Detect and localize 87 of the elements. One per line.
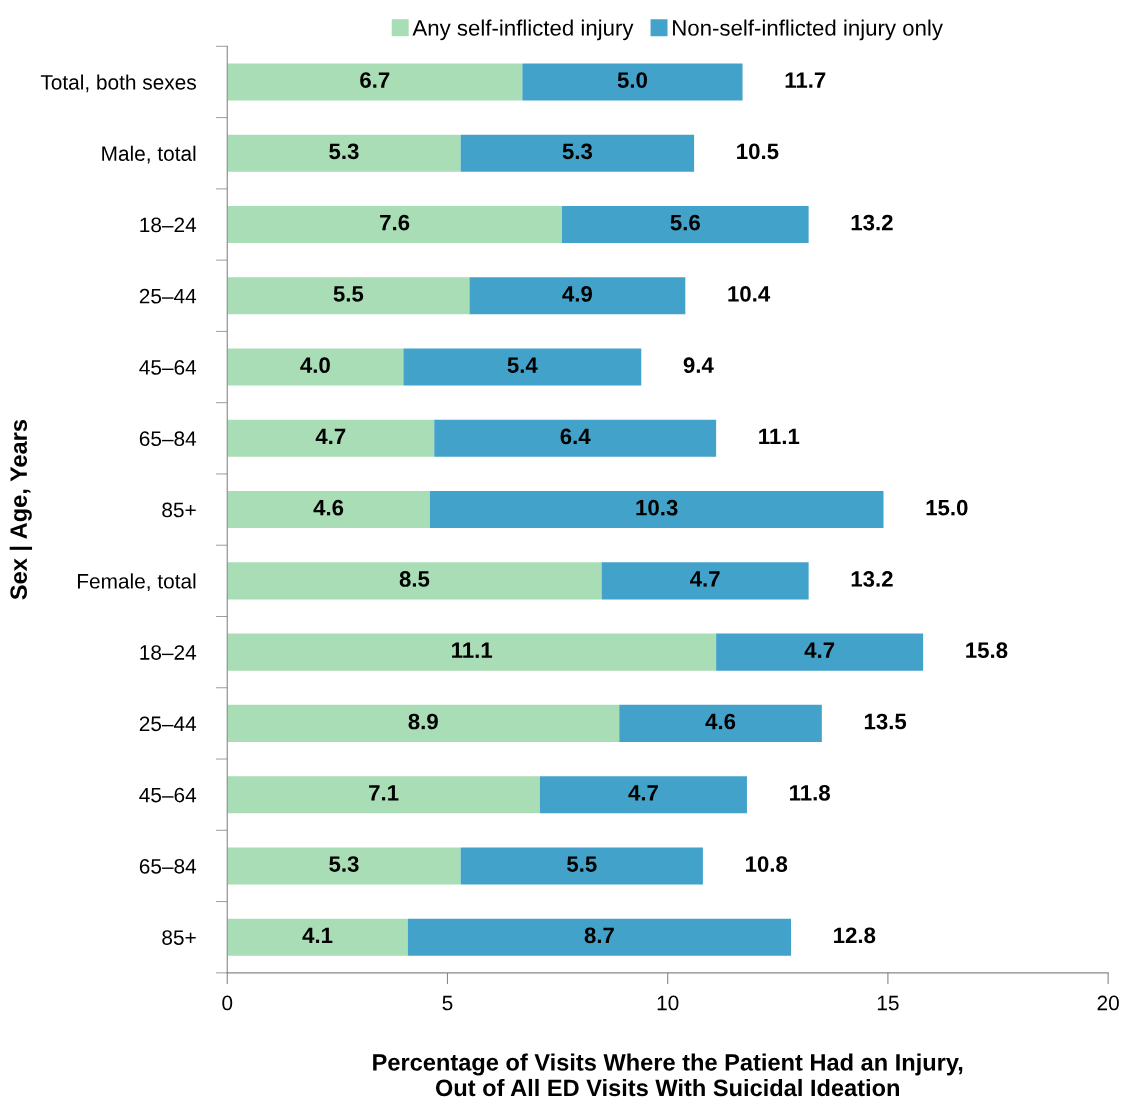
y-tick-label: 85+ bbox=[162, 502, 196, 518]
data-label: 5.3 bbox=[329, 856, 359, 872]
data-label: 4.9 bbox=[562, 286, 593, 302]
bar bbox=[227, 918, 408, 956]
data-label: 5.0 bbox=[617, 72, 647, 88]
y-axis-title: Sex | Age, Years bbox=[9, 419, 33, 600]
data-label: 4.7 bbox=[690, 571, 720, 587]
bar bbox=[716, 633, 924, 671]
data-label: 5.5 bbox=[333, 286, 364, 302]
y-tick-label: 65–84 bbox=[139, 431, 197, 447]
data-label: 11.1 bbox=[452, 642, 493, 658]
total-label: 10.8 bbox=[745, 856, 788, 872]
y-tick-label: 65–84 bbox=[139, 858, 197, 874]
total-label: 13.2 bbox=[851, 571, 893, 587]
x-tick-label: 20 bbox=[1097, 995, 1119, 1011]
data-label: 7.1 bbox=[369, 785, 399, 801]
bar bbox=[227, 419, 435, 457]
bar bbox=[227, 134, 461, 172]
data-label: 5.3 bbox=[562, 143, 593, 160]
y-tick-label: 25–44 bbox=[139, 288, 197, 304]
data-label: 4.6 bbox=[705, 713, 736, 730]
data-label: 8.5 bbox=[399, 571, 430, 587]
bar bbox=[227, 205, 562, 244]
data-label: 4.0 bbox=[300, 357, 330, 374]
bar bbox=[227, 847, 461, 885]
y-tick-label: 45–64 bbox=[139, 787, 197, 803]
data-label: 4.6 bbox=[313, 499, 344, 516]
bar bbox=[539, 776, 747, 814]
data-label: 4.7 bbox=[628, 785, 658, 801]
total-label: 13.5 bbox=[864, 713, 907, 730]
data-label: 8.9 bbox=[408, 713, 438, 730]
data-label: 5.6 bbox=[670, 214, 700, 231]
y-tick-label: 85+ bbox=[162, 930, 196, 945]
total-label: 15.8 bbox=[966, 642, 1008, 659]
bar bbox=[601, 562, 809, 600]
bar bbox=[522, 63, 743, 101]
bar bbox=[227, 63, 523, 101]
bar bbox=[561, 205, 809, 244]
total-label: 11.7 bbox=[785, 72, 826, 88]
y-tick-label: Female, total bbox=[77, 573, 196, 592]
bar bbox=[469, 277, 686, 315]
total-label: 10.5 bbox=[737, 143, 779, 160]
bar bbox=[460, 134, 695, 172]
bar bbox=[619, 704, 822, 742]
bar bbox=[227, 562, 602, 600]
bar bbox=[227, 277, 470, 315]
x-tick-label: 10 bbox=[657, 995, 679, 1011]
total-label: 12.8 bbox=[834, 927, 876, 944]
bar bbox=[227, 491, 430, 529]
y-tick-label: Total, both sexes bbox=[40, 74, 196, 93]
data-label: 10.3 bbox=[636, 499, 678, 516]
y-tick-label: 25–44 bbox=[139, 716, 197, 732]
legend-label: Any self-inflicted injury bbox=[412, 19, 634, 41]
y-tick-label: 45–64 bbox=[139, 360, 197, 375]
x-tick-label: 0 bbox=[222, 995, 233, 1011]
x-tick-label: 5 bbox=[442, 995, 453, 1011]
data-label: 4.7 bbox=[315, 428, 346, 445]
data-label: 8.7 bbox=[584, 927, 614, 944]
total-label: 11.8 bbox=[790, 784, 830, 801]
total-label: 11.1 bbox=[759, 428, 800, 445]
bar bbox=[460, 847, 703, 885]
bar bbox=[227, 704, 620, 742]
data-label: 4.1 bbox=[302, 927, 333, 943]
data-label: 5.4 bbox=[507, 357, 538, 374]
bar bbox=[434, 419, 717, 457]
data-label: 6.7 bbox=[360, 72, 390, 88]
total-label: 9.4 bbox=[683, 357, 714, 374]
x-axis-title: Percentage of Visits Where the Patient Had an Injury, Out of All ED Visits With Suicidal Ideation bbox=[373, 1053, 963, 1097]
bar bbox=[227, 348, 404, 386]
bar bbox=[403, 348, 642, 386]
total-label: 15.0 bbox=[926, 499, 968, 516]
data-label: 4.7 bbox=[804, 642, 835, 658]
bar bbox=[227, 633, 717, 671]
bar bbox=[429, 491, 884, 529]
data-label: 6.4 bbox=[560, 428, 591, 445]
data-label: 5.5 bbox=[567, 856, 597, 872]
x-tick-label: 15 bbox=[877, 995, 899, 1011]
data-label: 5.3 bbox=[329, 143, 359, 160]
legend-label: Non-self-inflicted injury only bbox=[673, 19, 943, 41]
total-label: 10.4 bbox=[728, 286, 771, 302]
total-label: 13.2 bbox=[851, 214, 893, 231]
y-tick-label: Male, total bbox=[102, 145, 196, 164]
bar bbox=[407, 918, 792, 956]
y-tick-label: 18–24 bbox=[140, 217, 197, 233]
y-tick-label: 18–24 bbox=[140, 645, 197, 660]
data-label: 7.6 bbox=[380, 214, 410, 231]
bar bbox=[227, 776, 540, 814]
